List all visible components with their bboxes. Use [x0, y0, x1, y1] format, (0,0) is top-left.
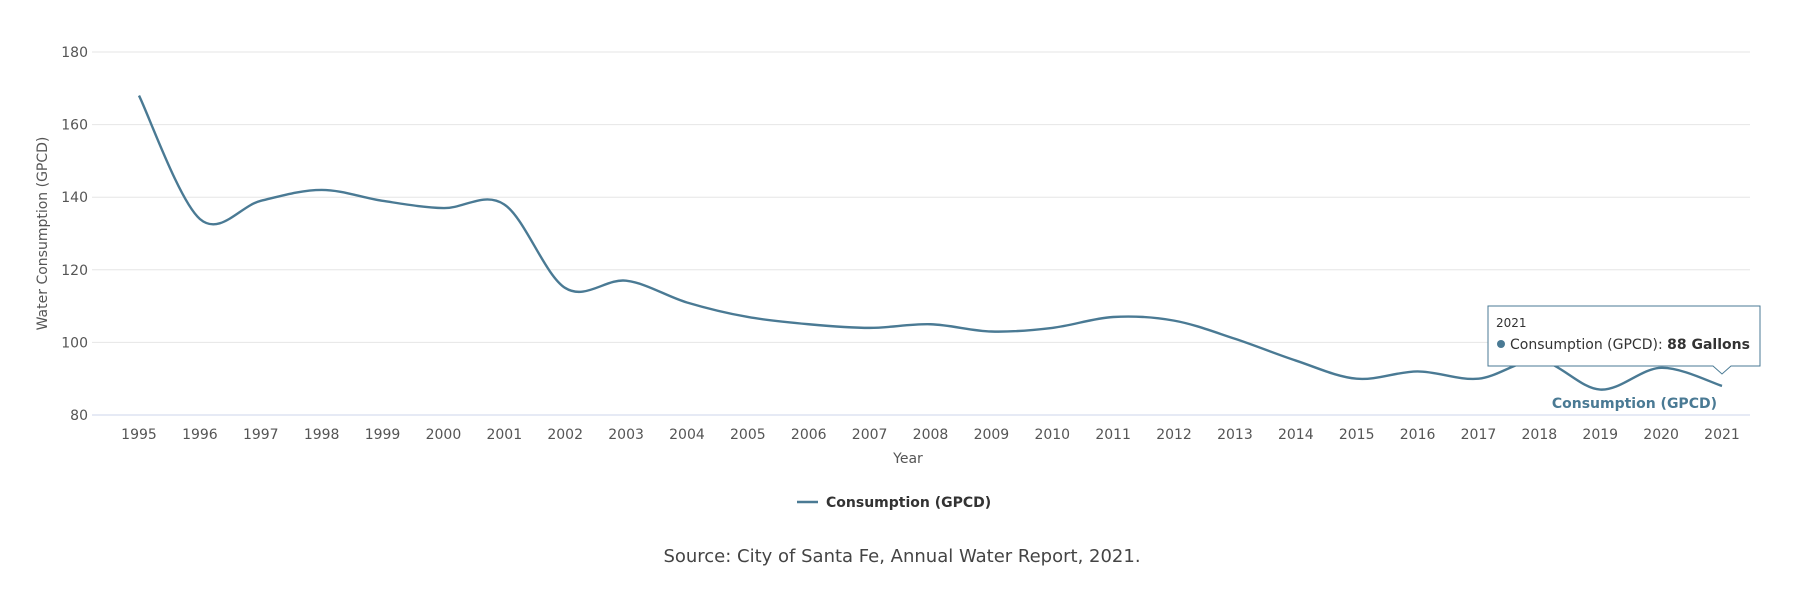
- data-point-2012[interactable]: [1171, 318, 1177, 324]
- line-chart: 80 100 120 140 160 180 1995 1996 1997 1998 1999 20…: [35, 45, 1761, 511]
- x-tick-label: 2008: [913, 427, 949, 443]
- y-axis-title: Water Consumption (GPCD): [35, 137, 51, 331]
- tooltip-box: [1487, 305, 1761, 375]
- x-tick-label: 2007: [852, 427, 888, 443]
- x-tick-label: 2006: [791, 427, 827, 443]
- y-tick-label: 140: [61, 190, 88, 206]
- data-point-2011[interactable]: [1110, 314, 1116, 320]
- data-point-2016[interactable]: [1415, 368, 1421, 374]
- data-point-2009[interactable]: [988, 329, 994, 335]
- data-point-2002[interactable]: [562, 285, 568, 291]
- x-tick-label: 2016: [1400, 427, 1436, 443]
- x-tick-label: 2004: [669, 427, 705, 443]
- tooltip-value: 88 Gallons: [1667, 337, 1750, 353]
- tooltip-year: 2021: [1496, 316, 1527, 330]
- y-tick-label: 120: [61, 263, 88, 279]
- series-end-label: Consumption (GPCD): [1552, 396, 1717, 412]
- x-tick-label: 1996: [182, 427, 218, 443]
- tooltip-series-label: Consumption (GPCD):: [1510, 337, 1667, 353]
- data-point-2000[interactable]: [440, 205, 446, 211]
- data-point-2005[interactable]: [745, 314, 751, 320]
- x-tick-label: 1999: [365, 427, 401, 443]
- data-point-1997[interactable]: [258, 198, 264, 204]
- x-tick-label: 1995: [121, 427, 157, 443]
- x-tick-label: 2019: [1582, 427, 1618, 443]
- data-point-2003[interactable]: [623, 278, 629, 284]
- x-tick-label: 2000: [426, 427, 462, 443]
- data-point-1998[interactable]: [319, 187, 325, 193]
- x-axis-ticks: 1995 1996 1997 1998 1999 2000 2001 2002 2003 2004…: [121, 427, 1740, 443]
- x-axis-title: Year: [892, 451, 923, 467]
- x-tick-label: 2014: [1278, 427, 1314, 443]
- legend-item-label[interactable]: Consumption (GPCD): [826, 495, 991, 511]
- x-tick-label: 1998: [304, 427, 340, 443]
- y-axis-ticks: 80 100 120 140 160 180: [61, 45, 88, 424]
- x-tick-label: 2017: [1461, 427, 1497, 443]
- data-point-1996[interactable]: [197, 216, 203, 222]
- x-tick-label: 2009: [974, 427, 1010, 443]
- y-tick-label: 160: [61, 118, 88, 134]
- data-point-2013[interactable]: [1232, 336, 1238, 342]
- x-tick-label: 2020: [1643, 427, 1679, 443]
- x-tick-label: 2002: [547, 427, 583, 443]
- series-layer: Consumption (GPCD): [136, 93, 1725, 412]
- data-point-2007[interactable]: [867, 325, 873, 331]
- data-point-2021[interactable]: [1719, 383, 1725, 389]
- data-point-2019[interactable]: [1597, 387, 1603, 393]
- data-point-2010[interactable]: [1049, 325, 1055, 331]
- x-tick-label: 2001: [486, 427, 522, 443]
- tooltip-series-dot: [1497, 340, 1505, 348]
- x-tick-label: 2015: [1339, 427, 1375, 443]
- data-point-2001[interactable]: [501, 201, 507, 207]
- x-tick-label: 2018: [1522, 427, 1558, 443]
- data-point-2006[interactable]: [806, 321, 812, 327]
- tooltip: 2021 Consumption (GPCD): 88 Gallons: [1487, 305, 1761, 375]
- legend[interactable]: Consumption (GPCD): [797, 495, 991, 511]
- x-tick-label: 2012: [1156, 427, 1192, 443]
- data-point-2015[interactable]: [1354, 376, 1360, 382]
- data-point-1999[interactable]: [380, 198, 386, 204]
- data-point-2017[interactable]: [1475, 376, 1481, 382]
- data-point-2014[interactable]: [1293, 358, 1299, 364]
- x-tick-label: 2013: [1217, 427, 1253, 443]
- series-line-consumption[interactable]: [137, 95, 1723, 391]
- x-tick-label: 2005: [730, 427, 766, 443]
- y-tick-label: 180: [61, 45, 88, 61]
- x-tick-label: 1997: [243, 427, 279, 443]
- source-caption: Source: City of Santa Fe, Annual Water R…: [663, 546, 1141, 567]
- x-tick-label: 2010: [1034, 427, 1070, 443]
- x-tick-label: 2003: [608, 427, 644, 443]
- y-tick-label: 80: [70, 408, 88, 424]
- data-point-2004[interactable]: [684, 299, 690, 305]
- y-tick-label: 100: [61, 335, 88, 351]
- tooltip-value-line: Consumption (GPCD): 88 Gallons: [1510, 337, 1750, 353]
- x-tick-label: 2011: [1095, 427, 1131, 443]
- data-point-1995[interactable]: [136, 93, 142, 99]
- x-tick-label: 2021: [1704, 427, 1740, 443]
- data-point-2008[interactable]: [928, 321, 934, 327]
